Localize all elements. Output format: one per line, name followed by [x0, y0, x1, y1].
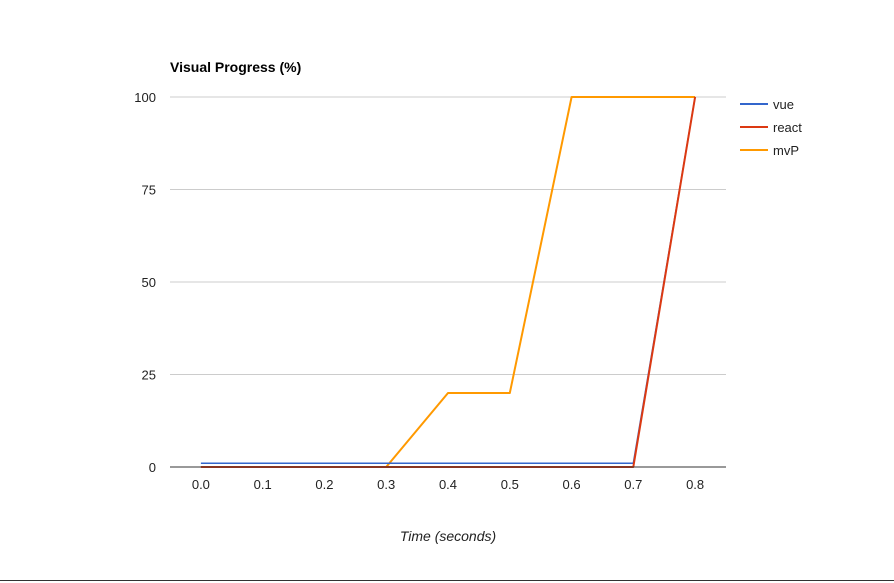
- chart-title: Visual Progress (%): [170, 59, 301, 75]
- x-tick-label: 0.0: [192, 477, 210, 492]
- gridlines: [170, 96, 726, 375]
- legend-label-vue: vue: [773, 97, 794, 112]
- y-axis-ticks: 0 25 50 75 100: [134, 90, 156, 475]
- x-tick-label: 0.8: [686, 477, 704, 492]
- x-tick-label: 0.5: [501, 477, 519, 492]
- y-tick-label: 100: [134, 90, 156, 105]
- series-line-vue: [200, 96, 696, 465]
- x-axis-ticks: 0.0 0.1 0.2 0.3 0.4 0.5 0.6 0.7 0.8: [192, 477, 704, 492]
- x-tick-label: 0.1: [254, 477, 272, 492]
- x-tick-label: 0.2: [315, 477, 333, 492]
- legend: vue react mvP: [740, 97, 802, 158]
- x-tick-label: 0.3: [377, 477, 395, 492]
- legend-label-mvp: mvP: [773, 143, 799, 158]
- y-tick-label: 0: [149, 460, 156, 475]
- y-tick-label: 50: [142, 275, 156, 290]
- y-tick-label: 75: [142, 183, 156, 198]
- y-tick-label: 25: [142, 368, 156, 383]
- x-tick-label: 0.6: [563, 477, 581, 492]
- x-tick-label: 0.7: [624, 477, 642, 492]
- legend-label-react: react: [773, 120, 802, 135]
- bottom-rule: [0, 580, 894, 581]
- x-tick-label: 0.4: [439, 477, 457, 492]
- x-axis-label: Time (seconds): [400, 528, 496, 544]
